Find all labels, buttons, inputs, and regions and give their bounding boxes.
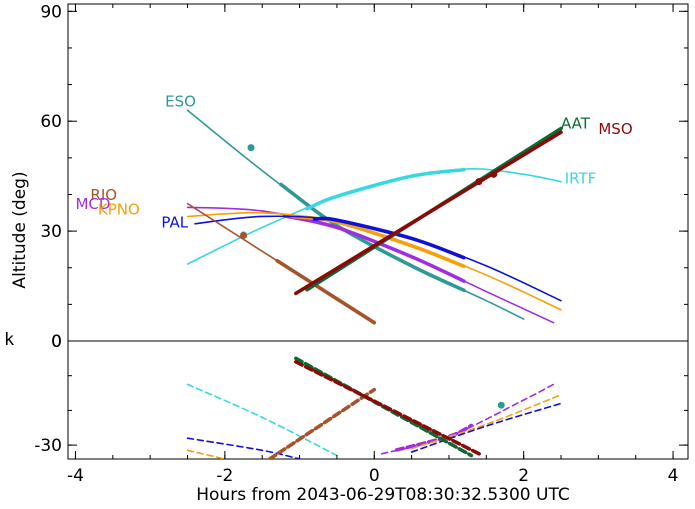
- x-axis-title: Hours from 2043-06-29T08:30:32.5300 UTC: [196, 485, 569, 505]
- series-lines: [186, 109, 563, 459]
- series-rio-marker: [240, 232, 248, 240]
- label-kpno: KPNO: [98, 201, 140, 219]
- x-tick-label: 0: [369, 466, 380, 486]
- series-irtf-lower: [186, 383, 338, 457]
- y-tick-label: 60: [40, 112, 62, 132]
- label-aat: AAT: [561, 115, 591, 133]
- label-irtf: IRTF: [565, 169, 597, 187]
- y-axis-title: Altitude (deg): [10, 171, 30, 288]
- series-pal-upper-thick: [312, 216, 466, 260]
- y-tick-label-zero: 0: [51, 332, 62, 352]
- plot-frame: [67, 3, 689, 460]
- series-irtf-upper-thick: [305, 167, 466, 211]
- series-rio-lower-thick: [267, 387, 377, 459]
- extra-marker-0: [490, 170, 498, 178]
- series-mcd-upper: [186, 206, 555, 324]
- series-mcd-upper-thick: [282, 214, 466, 283]
- label-pal: PAL: [161, 213, 188, 231]
- series-rio-upper-thick: [275, 258, 377, 325]
- label-mcd: MCD: [75, 195, 110, 213]
- label-eso: ESO: [165, 93, 196, 111]
- series-kpno-lower: [186, 449, 226, 459]
- y-tick-label: 0: [51, 332, 62, 352]
- plot-frames: [67, 3, 689, 460]
- series-eso-marker: [247, 144, 255, 152]
- series-mcd-lower-thick: [394, 423, 474, 452]
- series-eso-marker-lower: [497, 401, 505, 409]
- left-mark: k: [4, 330, 14, 350]
- series-eso-upper: [186, 109, 525, 320]
- x-tick-label: 4: [668, 466, 679, 486]
- x-tick-label: -4: [67, 466, 84, 486]
- x-tick-label: 2: [518, 466, 529, 486]
- series-eso-upper-thick: [279, 182, 466, 293]
- x-tick-label: -2: [216, 466, 233, 486]
- series-kpno-lower2: [410, 393, 562, 450]
- series-pal-lower2: [410, 402, 562, 453]
- series-irtf-upper: [186, 168, 562, 265]
- series-mso-lower-thick: [294, 360, 485, 458]
- series-mso-upper-thick: [294, 130, 563, 296]
- y-tick-label-lower: -30: [34, 436, 62, 456]
- y-tick-label: 90: [40, 2, 62, 22]
- label-rio: RIO: [90, 186, 117, 204]
- series-mso-marker: [475, 178, 483, 186]
- series-pal-lower: [186, 437, 301, 459]
- label-mso: MSO: [598, 120, 632, 138]
- y-tick-label: 30: [40, 222, 62, 242]
